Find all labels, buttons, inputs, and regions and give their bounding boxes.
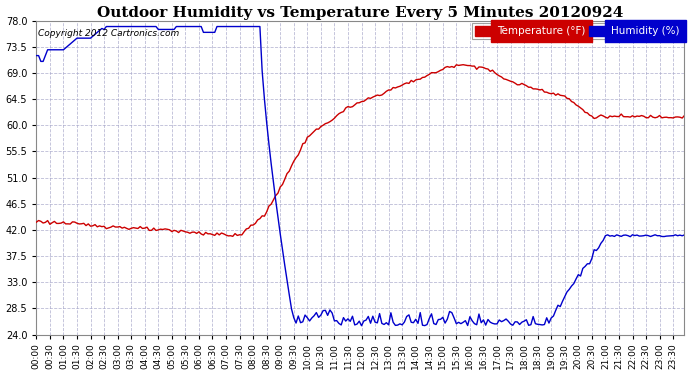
Text: Copyright 2012 Cartronics.com: Copyright 2012 Cartronics.com <box>38 28 179 38</box>
Title: Outdoor Humidity vs Temperature Every 5 Minutes 20120924: Outdoor Humidity vs Temperature Every 5 … <box>97 6 624 20</box>
Legend: Temperature (°F), Humidity (%): Temperature (°F), Humidity (%) <box>472 22 682 39</box>
